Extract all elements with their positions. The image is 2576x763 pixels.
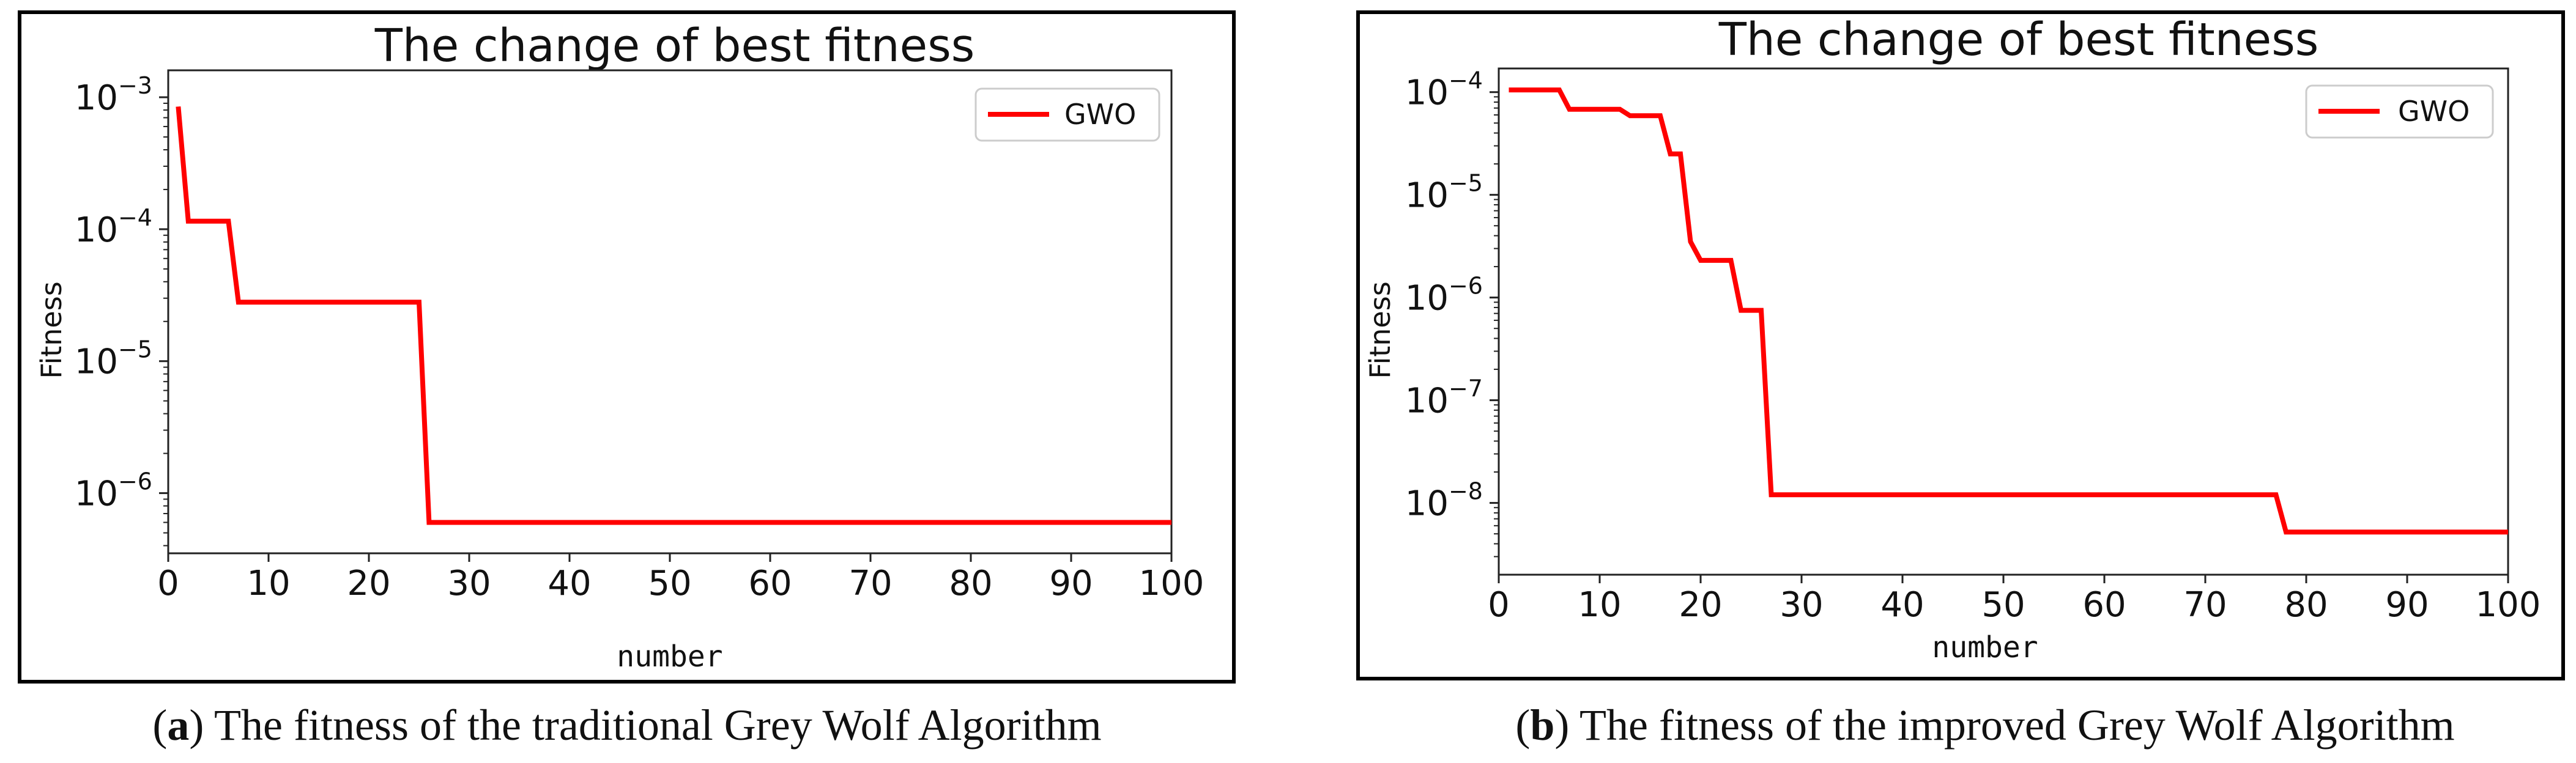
panel-a: The change of best fitness 10−310−410−51… [18, 10, 1236, 750]
x-tick-label: 50 [648, 564, 691, 603]
x-tick-label: 40 [1880, 585, 1924, 625]
panel-a-caption-text: The fitness of the traditional Grey Wolf… [204, 701, 1101, 750]
y-tick-label: 10−3 [75, 72, 152, 118]
y-tick-label: 10−8 [1405, 478, 1483, 524]
panel-b-caption-label: b [1530, 701, 1554, 750]
panel-a-plot-area [167, 69, 1173, 555]
panel-a-x-axis-label: number [617, 640, 722, 674]
x-tick-label: 70 [848, 564, 892, 603]
x-tick-label: 80 [2284, 585, 2328, 625]
panel-b-legend-box [2305, 84, 2494, 139]
x-tick-label: 80 [949, 564, 992, 603]
panel-a-caption-label: a [167, 701, 189, 750]
panel-a-x-ticks: 0 10 20 30 40 50 60 70 80 90 100 [157, 553, 1204, 603]
y-tick-label: 10−7 [1405, 375, 1483, 421]
y-tick-label: 10−5 [75, 336, 152, 382]
panel-a-gwo-line [176, 106, 1171, 525]
panel-b-plot-area [1498, 67, 2509, 576]
x-tick-label: 0 [157, 564, 179, 603]
x-tick-label: 60 [2082, 585, 2126, 625]
x-tick-label: 20 [347, 564, 390, 603]
panel-b-caption-text: The fitness of the improved Grey Wolf Al… [1569, 701, 2454, 750]
panel-a-y-axis-label: Fitness [35, 281, 68, 378]
panel-b-y-ticks: 10−4 10−5 10−6 10−7 10−8 [1405, 67, 1499, 558]
panel-b-y-axis-label: Fitness [1364, 281, 1397, 378]
x-tick-label: 100 [1139, 564, 1204, 603]
panel-a-frame [18, 10, 1236, 684]
x-tick-label: 70 [2183, 585, 2227, 625]
y-tick-label: 10−5 [1405, 170, 1483, 216]
x-tick-label: 90 [1049, 564, 1093, 603]
panel-a-legend: GWO [974, 87, 1160, 142]
x-tick-label: 20 [1679, 585, 1722, 625]
panel-b-caption: (b) The fitness of the improved Grey Wol… [1515, 701, 2454, 750]
panel-b-gwo-line [1509, 87, 2508, 535]
y-tick-label: 10−4 [75, 204, 152, 250]
panel-b-x-axis-label: number [1932, 630, 2038, 665]
x-tick-label: 10 [247, 564, 290, 603]
panel-a-chart-title: The change of best fitness [374, 20, 975, 72]
y-tick-label: 10−6 [1405, 273, 1483, 319]
x-tick-label: 90 [2385, 585, 2429, 625]
x-tick-label: 30 [447, 564, 491, 603]
panel-a-legend-label: GWO [1064, 98, 1136, 131]
panel-b-legend: GWO [2305, 84, 2494, 139]
y-tick-label: 10−4 [1405, 67, 1483, 113]
panel-b-x-ticks: 0 10 20 30 40 50 60 70 80 90 100 [1488, 575, 2541, 625]
x-tick-label: 50 [1981, 585, 2025, 625]
x-tick-label: 60 [748, 564, 792, 603]
panel-b-frame [1356, 10, 2565, 680]
panel-b-chart-title: The change of best fitness [1718, 13, 2319, 66]
panel-a-caption: (a) The fitness of the traditional Grey … [152, 701, 1101, 750]
panel-b: The change of best fitness 10−410−510−61… [1356, 10, 2565, 750]
x-tick-label: 10 [1578, 585, 1621, 625]
x-tick-label: 100 [2476, 585, 2541, 625]
panel-b-legend-label: GWO [2398, 95, 2470, 128]
panel-a-legend-box [974, 87, 1160, 142]
panel-a-y-ticks: 10−3 10−4 10−5 10−6 [75, 72, 168, 547]
x-tick-label: 40 [547, 564, 591, 603]
y-tick-label: 10−6 [75, 468, 152, 514]
x-tick-label: 0 [1488, 585, 1510, 625]
x-tick-label: 30 [1780, 585, 1823, 625]
